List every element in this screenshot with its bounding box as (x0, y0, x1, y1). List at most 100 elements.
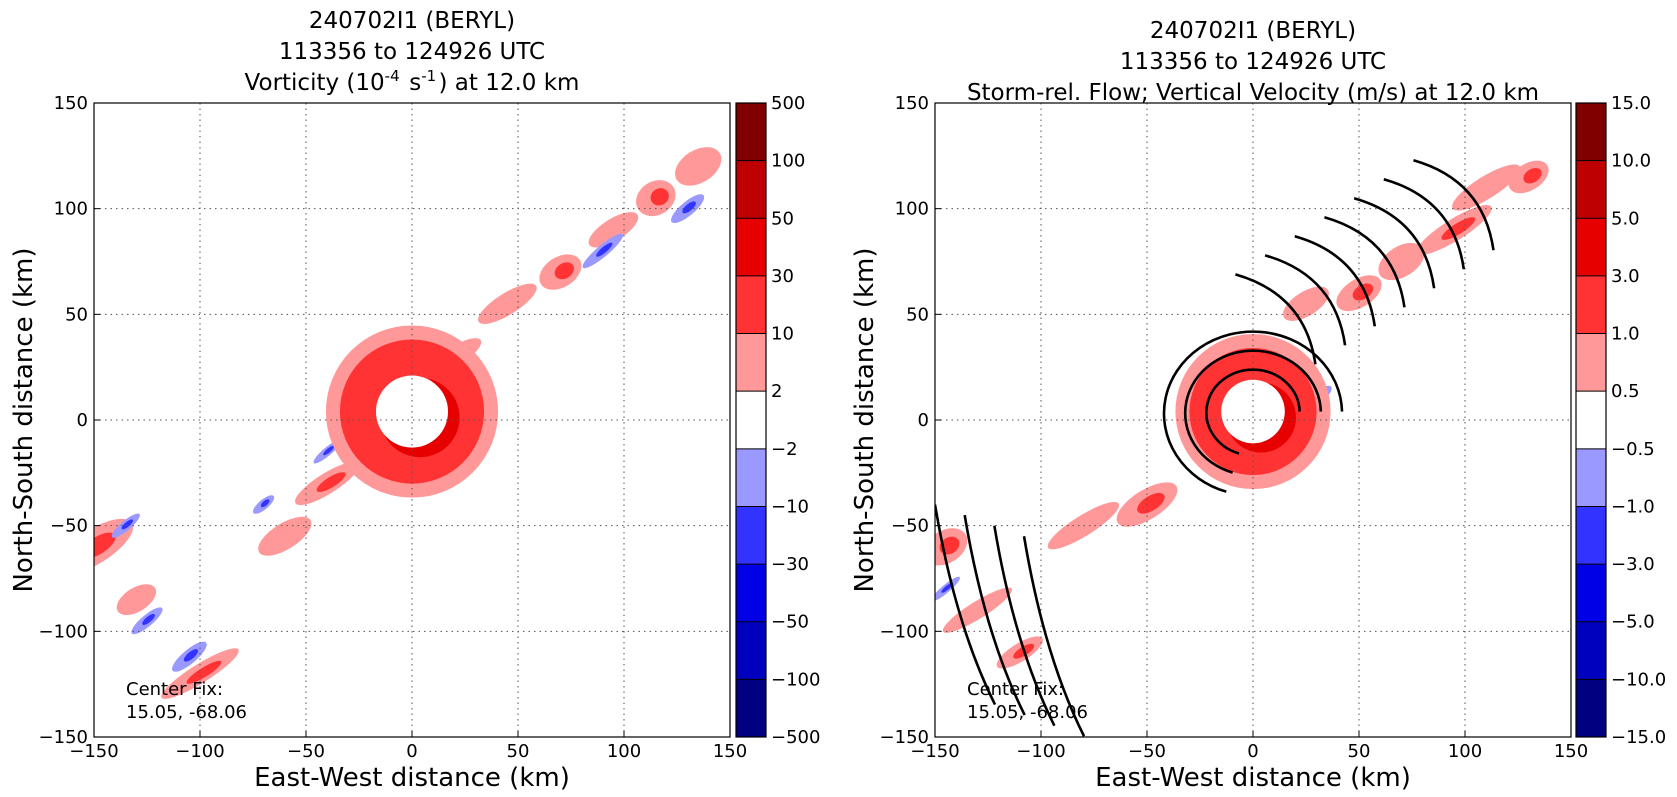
center-fix-value: 15.05, -68.06 (126, 702, 247, 723)
negative-band-core (183, 649, 199, 662)
center-fix-label: Center Fix: (967, 679, 1064, 700)
negative-band-core (323, 445, 335, 456)
y-tick-label: 0 (918, 410, 929, 431)
colorbar-tick-label: 50 (771, 208, 794, 229)
colorbar-tick-label: −500 (771, 727, 820, 748)
colorbar-frame (735, 102, 767, 738)
x-tick-label: 50 (507, 741, 530, 762)
y-tick-label: −150 (39, 727, 88, 748)
x-tick-label: 50 (1348, 741, 1371, 762)
plot-area (94, 103, 730, 737)
x-axis-label: East-West distance (km) (1095, 763, 1411, 793)
y-axis-label: North-South distance (km) (850, 247, 880, 592)
chart-title-line: 240702I1 (BERYL) (1150, 18, 1356, 44)
x-axis-label: East-West distance (km) (254, 763, 570, 793)
x-tick-label: 0 (1247, 741, 1258, 762)
streamline (1022, 536, 1086, 737)
colorbar-tick-label: −1.0 (1611, 496, 1655, 517)
streamline (1413, 158, 1495, 251)
colorbar-segment (1576, 448, 1606, 507)
colorbar-segment (1576, 621, 1606, 680)
colorbar-segment (736, 103, 766, 162)
colorbar-segment (736, 160, 766, 219)
colorbar-segment (736, 506, 766, 565)
positive-band-blob (1047, 501, 1120, 550)
chart-title-variable: Vorticity (10-4 s-1 ) at 12.0 km (245, 67, 580, 96)
colorbar-tick-label: 100 (771, 151, 805, 172)
plot-area (935, 103, 1571, 737)
colorbar-tick-label: 30 (771, 266, 794, 287)
x-tick-label: −50 (1128, 741, 1166, 762)
colorbar-tick-label: −50 (771, 612, 809, 633)
center-fix-label: Center Fix: (126, 679, 223, 700)
streamlines (935, 158, 1495, 737)
colorbar-tick-label: 3.0 (1611, 266, 1640, 287)
colorbar: 500 100 50 30 10 2 −2 −10 −30 −50 −100 −500 (735, 93, 820, 748)
colorbar-segment (1576, 103, 1606, 162)
x-tick-label: −100 (1016, 741, 1065, 762)
colorbar-tick-label: −3.0 (1611, 554, 1655, 575)
y-tick-label: 100 (895, 199, 929, 220)
colorbar-tick-label: 10 (771, 324, 794, 345)
streamline (1235, 273, 1317, 365)
colorbar-tick-label: 0.5 (1611, 381, 1640, 402)
colorbar-segment (1576, 564, 1606, 623)
colorbar-segment (736, 621, 766, 680)
y-tick-label: 50 (65, 304, 88, 325)
y-tick-label: −100 (39, 621, 88, 642)
streamline (935, 504, 997, 706)
y-tick-label: 150 (54, 93, 88, 114)
colorbar-tick-label: −5.0 (1611, 612, 1655, 633)
y-tick-label: −150 (880, 727, 929, 748)
positive-band-blob (1378, 242, 1425, 281)
y-axis-label: North-South distance (km) (9, 247, 39, 592)
positive-band-blob (588, 212, 639, 248)
x-tick-label: 150 (713, 741, 747, 762)
colorbar-segment (736, 679, 766, 738)
colorbar-tick-label: 1.0 (1611, 324, 1640, 345)
positive-band-core (554, 262, 574, 280)
colorbar-segment (736, 448, 766, 507)
negative-band-core (941, 582, 953, 593)
positive-band-core (316, 472, 346, 493)
positive-band-blob (942, 587, 1013, 633)
x-tick-label: 150 (1554, 741, 1588, 762)
streamline (1205, 368, 1301, 455)
streamline (963, 514, 1026, 716)
streamline (1294, 235, 1377, 327)
streamline (993, 525, 1056, 727)
streamline (1264, 254, 1347, 346)
positive-band-blob (478, 283, 537, 324)
streamline (1162, 330, 1344, 493)
colorbar-segment (1576, 333, 1606, 392)
colorbar-tick-label: −10.0 (1611, 669, 1666, 690)
colorbar-tick-label: −0.5 (1611, 439, 1655, 460)
y-tick-label: −100 (880, 621, 929, 642)
x-tick-label: −150 (69, 741, 118, 762)
colorbar-segment (736, 391, 766, 450)
positive-band-core (186, 660, 222, 684)
positive-band-blob (675, 147, 722, 186)
y-tick-label: 0 (77, 410, 88, 431)
streamline (1324, 216, 1406, 308)
positive-band-blob (116, 584, 157, 616)
streamline (1183, 349, 1323, 474)
colorbar-tick-label: −15.0 (1611, 727, 1666, 748)
x-tick-label: −150 (910, 741, 959, 762)
x-tick-label: −50 (287, 741, 325, 762)
positive-band-core (1523, 167, 1542, 184)
negative-band-core (682, 201, 696, 214)
colorbar-tick-label: 5.0 (1611, 208, 1640, 229)
colorbar-tick-label: −10 (771, 496, 809, 517)
colorbar-segment (1576, 391, 1606, 450)
colorbar-frame (1575, 102, 1607, 738)
x-tick-label: 0 (406, 741, 417, 762)
colorbar-tick-label: 2 (771, 381, 782, 402)
streamline (1353, 197, 1436, 289)
colorbar-tick-label: −2 (771, 439, 798, 460)
x-tick-label: 100 (1448, 741, 1482, 762)
colorbar-segment (1576, 218, 1606, 277)
streamline (1383, 177, 1466, 270)
colorbar-tick-label: 500 (771, 93, 805, 114)
